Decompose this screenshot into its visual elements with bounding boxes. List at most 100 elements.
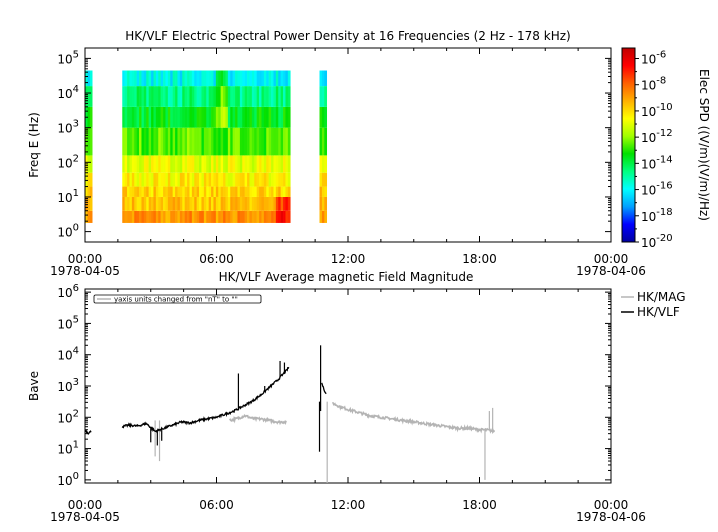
spectrogram-cell xyxy=(263,70,267,87)
spectrogram-cell xyxy=(201,186,205,197)
spectrogram-cell xyxy=(206,70,209,87)
spectrogram-cell xyxy=(131,127,135,156)
spectrogram-cell xyxy=(237,172,241,187)
spectrogram-cell xyxy=(194,210,197,223)
spectrogram-cell xyxy=(321,186,325,197)
spectrogram-cell xyxy=(285,106,289,128)
spectrogram-cell xyxy=(141,186,145,197)
spectrogram-cell xyxy=(187,70,190,87)
spectrogram-cell xyxy=(187,106,190,128)
spectrogram-cell xyxy=(148,106,152,128)
spectrogram-cell xyxy=(206,155,209,173)
spectrogram-cell xyxy=(254,155,257,173)
spectrogram-cell xyxy=(153,210,157,223)
spectrogram-cell xyxy=(225,186,229,197)
spectrogram-cell xyxy=(167,86,171,107)
spectrogram-cell xyxy=(232,210,236,223)
spectrogram-cell xyxy=(278,196,281,211)
colorbar-tick-label: 10-10 xyxy=(641,102,673,119)
spectrogram-cell xyxy=(201,70,205,87)
spectrogram-cell xyxy=(131,196,135,211)
spectrogram-cell xyxy=(213,210,217,223)
spectrogram-cell xyxy=(208,186,212,197)
magnitude-x-tick-label: 00:00 xyxy=(594,498,629,512)
spectrogram-cell xyxy=(230,106,233,128)
spectrogram-cell xyxy=(177,127,181,156)
spectrogram-cell xyxy=(208,172,212,187)
spectrogram-cell xyxy=(237,70,241,87)
spectrogram-cell xyxy=(163,210,166,223)
spectrogram-cell xyxy=(182,86,185,107)
spectrogram-cell xyxy=(213,155,217,173)
spectrogram-cell xyxy=(230,172,233,187)
spectrogram-cell xyxy=(287,86,291,107)
spectrogram-cell xyxy=(191,186,195,197)
spectrogram-cell xyxy=(273,155,277,173)
spectrogram-cell xyxy=(194,186,197,197)
spectrogram-cell xyxy=(196,127,200,156)
magnitude-y-tick-label: 101 xyxy=(57,440,79,457)
spectrogram-cell xyxy=(89,210,93,223)
spectrogram-cell xyxy=(261,127,265,156)
spectrogram-cell xyxy=(172,127,176,156)
spectrogram-cell xyxy=(263,106,267,128)
spectrogram-cell xyxy=(321,196,325,211)
spectrogram-cell xyxy=(230,70,233,87)
spectrogram-cell xyxy=(218,172,221,187)
spectrogram-cell xyxy=(175,155,178,173)
spectrogram-cell xyxy=(201,106,205,128)
spectrogram-cell xyxy=(254,86,257,107)
spectrogram-cell xyxy=(223,196,226,211)
spectrogram-cell xyxy=(215,186,219,197)
spectrogram-cell xyxy=(85,196,88,211)
spectrogram-cell xyxy=(146,127,149,156)
spectrogram-cell xyxy=(278,186,281,197)
spectrogram-cell xyxy=(89,172,93,187)
spectrogram-cell xyxy=(237,127,241,156)
spectrogram-cell xyxy=(175,172,178,187)
spectrogram-cell xyxy=(136,172,140,187)
magnitude-x-date-start: 1978-04-05 xyxy=(50,510,120,524)
magnitude-y-tick-label: 100 xyxy=(57,471,79,488)
spectrogram-cell xyxy=(189,106,193,128)
spectrogram-cell xyxy=(249,155,253,173)
spectrogram-cell xyxy=(87,172,91,187)
spectrogram-cell xyxy=(208,127,212,156)
spectrogram-cell xyxy=(87,86,91,107)
spectrogram-cell xyxy=(129,172,133,187)
spectrogram-cell xyxy=(249,210,253,223)
spectrogram-cell xyxy=(280,86,284,107)
spectrogram-cell xyxy=(215,127,219,156)
spectrogram-cell xyxy=(129,86,133,107)
spectrogram-cell xyxy=(213,106,217,128)
spectrogram-cell xyxy=(155,172,159,187)
spectrogram-cell xyxy=(223,210,226,223)
spectrogram-cell xyxy=(285,127,289,156)
spectrogram-cell xyxy=(271,210,274,223)
spectrogram-cell xyxy=(160,155,164,173)
spectrogram-cell xyxy=(230,186,233,197)
spectrogram-cell xyxy=(182,210,185,223)
spectrogram-cell xyxy=(184,155,188,173)
spectrogram-cell xyxy=(155,127,159,156)
spectrogram-cell xyxy=(237,155,241,173)
spectrogram-cell xyxy=(259,210,262,223)
spectrogram-cell xyxy=(206,210,209,223)
spectrogram-cell xyxy=(129,70,133,87)
spectrogram-cell xyxy=(208,196,212,211)
spectrogram-cell xyxy=(251,196,255,211)
spectrogram-cell xyxy=(266,155,269,173)
spectrogram-cell xyxy=(146,172,149,187)
spectrogram-cell xyxy=(124,106,128,128)
spectrogram-cell xyxy=(148,186,152,197)
spectrogram-cell xyxy=(256,172,260,187)
spectrogram-cell xyxy=(211,106,214,128)
spectrogram-cell xyxy=(158,106,161,128)
spectrogram-x-date-start: 1978-04-05 xyxy=(50,264,120,278)
spectrogram-cell xyxy=(175,106,178,128)
spectrogram-cell xyxy=(239,196,243,211)
colorbar xyxy=(621,47,636,243)
spectrogram-cell xyxy=(155,106,159,128)
magnitude-y-tick-label: 104 xyxy=(57,346,79,363)
spectrogram-cell xyxy=(146,210,149,223)
